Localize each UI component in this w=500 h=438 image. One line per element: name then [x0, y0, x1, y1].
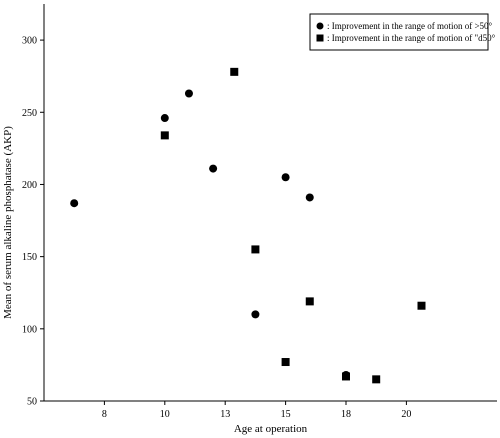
y-tick-label: 300	[22, 36, 37, 47]
data-point-circle	[209, 164, 218, 173]
legend-marker-circle	[316, 22, 324, 30]
legend-marker-square	[316, 34, 324, 42]
data-point-square	[160, 131, 169, 140]
y-axis-label: Mean of serum alkaline phosphatase (AKP)	[2, 126, 14, 319]
data-point-square	[417, 301, 426, 310]
legend-label: : Improvement in the range of motion of …	[327, 21, 493, 31]
x-tick-label: 10	[160, 409, 170, 420]
x-tick-label: 15	[281, 409, 291, 420]
data-point-square	[281, 358, 290, 367]
x-tick-label: 13	[220, 409, 230, 420]
data-point-circle	[281, 173, 290, 182]
data-point-square	[342, 372, 350, 381]
ticks: 8 10 13 15 18 20 50 100 150 200 250 300	[22, 36, 411, 420]
data-point-circle	[160, 114, 169, 123]
x-axis-label: Age at operation	[234, 423, 308, 435]
data-point-circle	[251, 310, 260, 319]
data-point-circle	[184, 89, 193, 98]
data-points	[70, 67, 426, 384]
y-tick-label: 50	[27, 397, 37, 408]
legend-box	[309, 13, 489, 51]
data-point-square	[372, 375, 381, 384]
y-tick-label: 200	[22, 180, 37, 191]
data-point-square	[251, 245, 260, 254]
y-tick-label: 100	[22, 324, 37, 335]
y-tick-label: 250	[22, 108, 37, 119]
legend: : Improvement in the range of motion of …	[309, 13, 496, 51]
axes	[43, 4, 497, 402]
y-tick-label: 150	[22, 252, 37, 263]
legend-label: : Improvement in the range of motion of …	[327, 33, 496, 43]
data-point-square	[230, 67, 239, 76]
data-point-square	[305, 297, 314, 306]
data-point-circle	[70, 199, 79, 208]
x-tick-label: 18	[341, 409, 351, 420]
data-point-circle	[305, 193, 314, 202]
x-tick-label: 20	[401, 409, 411, 420]
x-tick-label: 8	[102, 409, 107, 420]
